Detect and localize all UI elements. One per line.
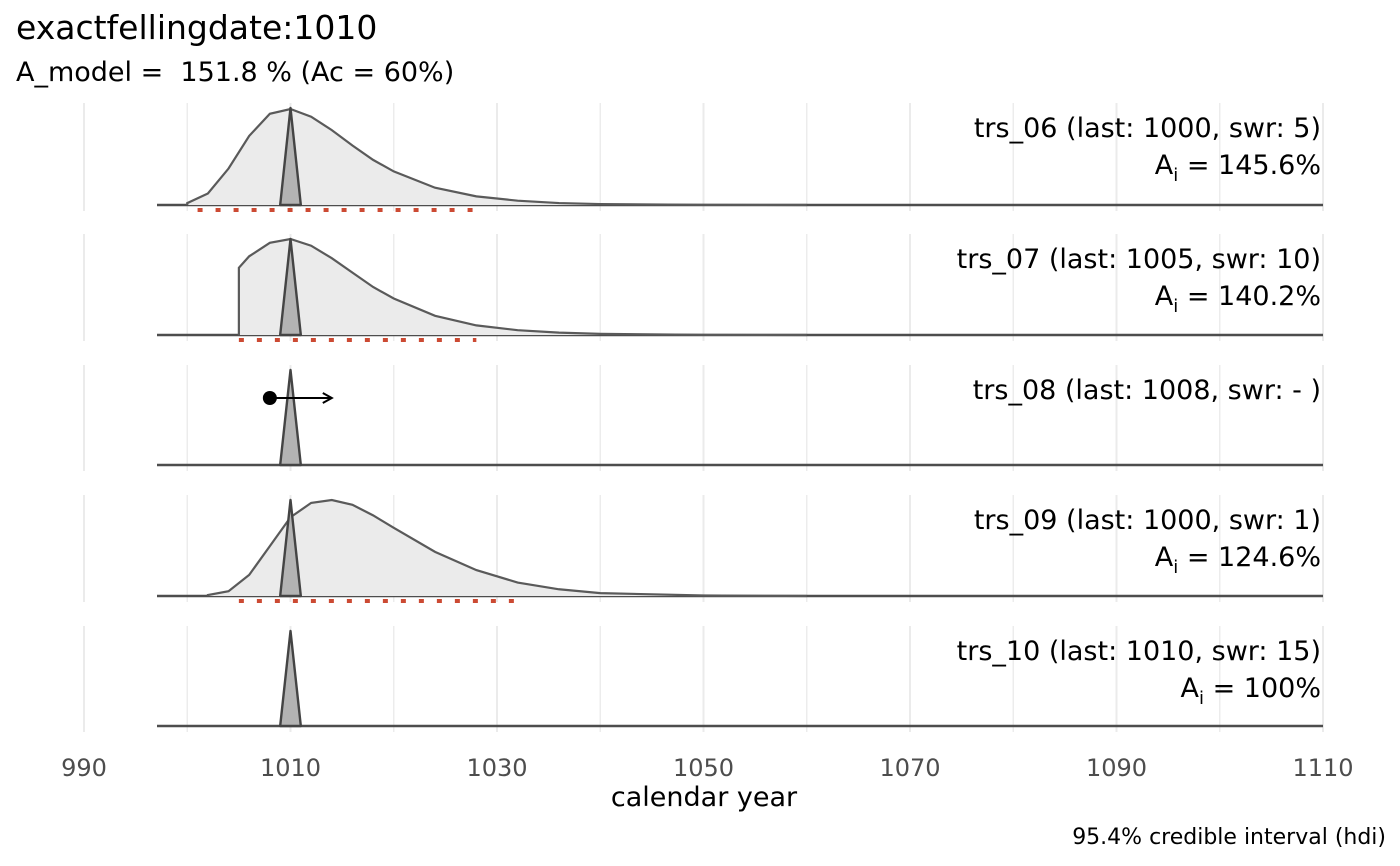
panel-trs_06: trs_06 (last: 1000, swr: 5) Ai = 145.6%: [157, 106, 1323, 212]
agreement-index: Ai = 100%: [1181, 673, 1321, 709]
series-label: trs_08 (last: 1008, swr: - ): [973, 375, 1321, 406]
series-label: trs_09 (last: 1000, swr: 1): [974, 505, 1321, 536]
chart-caption: 95.4% credible interval (hdi): [1072, 825, 1386, 850]
grid: [83, 103, 1324, 732]
x-tick-label: 990: [61, 754, 107, 782]
density-line: [186, 107, 807, 207]
felling-date-spike: [278, 237, 303, 337]
felling-date-spike: [278, 368, 303, 467]
agreement-index: Ai = 124.6%: [1155, 542, 1321, 578]
panel-trs_09: trs_09 (last: 1000, swr: 1) Ai = 124.6%: [157, 498, 1323, 603]
agreement-index: Ai = 140.2%: [1155, 281, 1321, 317]
x-tick-label: 1110: [1292, 754, 1353, 782]
x-tick-label: 1050: [673, 754, 734, 782]
panel-trs_10: trs_10 (last: 1010, swr: 15) Ai = 100%: [157, 629, 1323, 728]
x-tick-label: 1070: [879, 754, 940, 782]
chart-subtitle: A_model = 151.8 % (Ac = 60%): [16, 57, 455, 88]
x-tick-label: 1090: [1086, 754, 1147, 782]
series-label: trs_07 (last: 1005, swr: 10): [957, 244, 1321, 275]
density-area: [187, 109, 807, 205]
arrow-head: [322, 392, 334, 404]
panel-trs_07: trs_07 (last: 1005, swr: 10) Ai = 140.2%: [157, 237, 1323, 342]
last-ring-marker: [262, 391, 277, 405]
x-tick-label: 1030: [466, 754, 527, 782]
felling-date-spike: [278, 629, 303, 728]
chart-title: exactfellingdate:1010: [16, 8, 378, 47]
x-axis-label: calendar year: [610, 782, 798, 813]
felling-date-spike: [278, 498, 303, 598]
x-tick-label: 1010: [260, 754, 321, 782]
series-label: trs_10 (last: 1010, swr: 15): [957, 636, 1321, 667]
agreement-index: Ai = 145.6%: [1155, 150, 1321, 186]
felling-date-spike: [278, 106, 303, 207]
panel-trs_08: trs_08 (last: 1008, swr: - ): [157, 368, 1323, 467]
density-area: [238, 239, 807, 335]
density-area: [207, 500, 807, 596]
density-line: [237, 237, 807, 337]
series-label: trs_06 (last: 1000, swr: 5): [974, 113, 1321, 144]
density-line: [206, 498, 807, 598]
